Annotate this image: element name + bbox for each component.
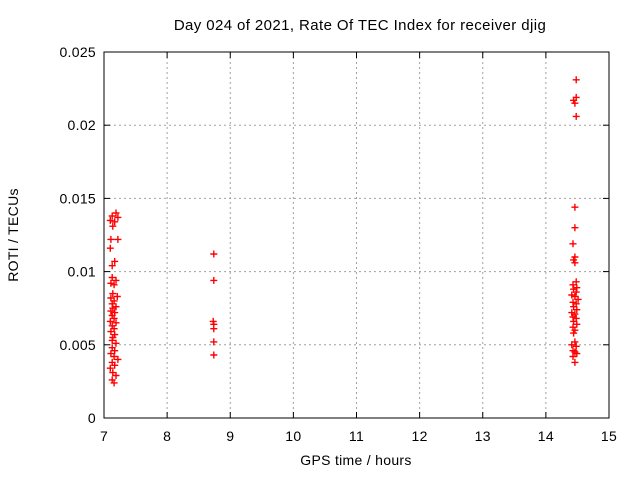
x-tick-label: 10: [285, 428, 301, 444]
y-tick-label: 0.005: [59, 337, 96, 353]
y-tick-label: 0.025: [59, 44, 96, 60]
x-tick-label: 8: [163, 428, 171, 444]
data-point-marker: [109, 222, 117, 230]
data-point-marker: [111, 257, 119, 265]
data-point-marker: [570, 329, 578, 337]
data-point-marker: [114, 213, 122, 221]
data-point-marker: [114, 355, 122, 363]
data-point-marker: [106, 317, 114, 325]
data-point-marker: [107, 307, 115, 315]
data-point-marker: [112, 339, 120, 347]
plot-layers: 7 8 9 10 11 12 13 14 15 0 0.005 0.01 0.015 0.02 0.025: [59, 44, 617, 444]
data-point-marker: [112, 319, 120, 327]
data-point-marker: [110, 281, 118, 289]
data-point-marker: [573, 320, 581, 328]
data-point-marker: [106, 244, 114, 252]
x-tick-label: 9: [226, 428, 234, 444]
data-point-marker: [571, 358, 579, 366]
data-point-marker: [572, 112, 580, 120]
y-tick-label: 0.01: [68, 264, 96, 280]
data-point-marker: [106, 216, 114, 224]
y-axis-label: ROTI / TECUs: [5, 188, 21, 282]
data-point-marker: [108, 212, 116, 220]
data-point-marker: [114, 235, 122, 243]
data-point-marker: [573, 350, 581, 358]
data-point-marker: [110, 314, 118, 322]
chart-title: Day 024 of 2021, Rate Of TEC Index for r…: [174, 17, 546, 34]
x-axis-label: GPS time / hours: [300, 452, 411, 468]
plot-border: [103, 51, 610, 419]
y-tick-label: 0: [88, 410, 96, 426]
data-point-marker: [569, 353, 577, 360]
data-point-marker: [107, 328, 115, 336]
data-point-marker: [210, 325, 218, 333]
data-point-marker: [568, 291, 576, 299]
data-point-marker: [569, 240, 577, 248]
data-point-marker: [111, 361, 119, 369]
x-tick-label: 7: [100, 428, 108, 444]
data-point-marker: [113, 293, 121, 300]
x-tick-label: 11: [349, 428, 364, 444]
data-point-marker: [572, 76, 580, 84]
data-point-marker: [112, 303, 120, 311]
x-tick-label: 12: [412, 428, 428, 444]
data-point-marker: [107, 279, 115, 287]
x-tick-label: 14: [538, 428, 554, 444]
data-point-marker: [210, 338, 218, 346]
data-point-marker: [111, 218, 119, 226]
data-point-marker: [210, 276, 218, 284]
data-point-marker: [108, 336, 116, 344]
y-tick-label: 0.015: [59, 190, 96, 206]
data-point-marker: [571, 99, 579, 107]
data-point-marker: [110, 379, 118, 387]
data-point-marker: [110, 353, 118, 360]
data-point-marker: [571, 224, 579, 232]
y-tick-label: 0.02: [68, 117, 96, 133]
data-point-marker: [568, 309, 576, 317]
data-point-marker: [112, 276, 120, 284]
x-tick-label: 15: [601, 428, 617, 444]
data-point-marker: [106, 364, 114, 372]
data-point-marker: [573, 306, 581, 314]
data-point-marker: [571, 203, 579, 211]
data-point-marker: [572, 288, 580, 296]
data-point-marker: [210, 351, 218, 359]
x-tick-label: 13: [475, 428, 491, 444]
data-point-marker: [572, 342, 580, 350]
data-point-marker: [568, 341, 576, 349]
data-point-marker: [109, 290, 117, 298]
data-point-marker: [574, 295, 582, 303]
data-point-marker: [108, 274, 116, 281]
data-point-marker: [108, 262, 116, 270]
data-point-marker: [107, 235, 115, 243]
data-point-marker: [112, 372, 120, 379]
data-point-marker: [571, 259, 579, 267]
data-point-marker: [210, 250, 218, 258]
data-point-marker: [112, 209, 120, 217]
